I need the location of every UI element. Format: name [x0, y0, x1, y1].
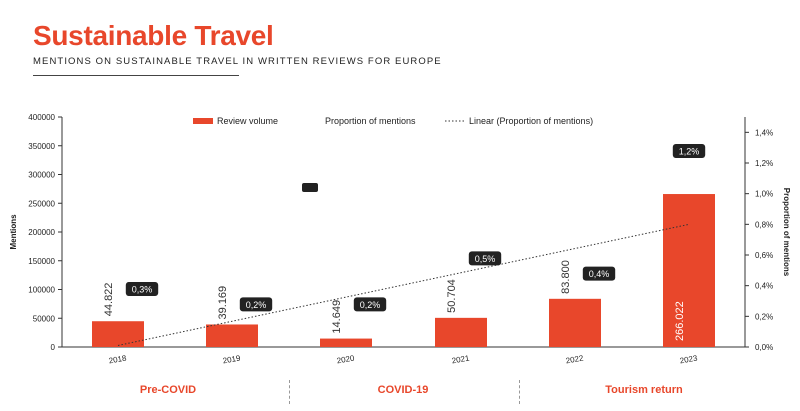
y-tick-label: 200000 — [28, 228, 55, 237]
bar-value-label: 83.800 — [560, 260, 572, 294]
y2-tick-label: 1,2% — [755, 159, 773, 168]
x-tick-label: 2019 — [222, 353, 242, 365]
bar-2023 — [663, 194, 715, 347]
proportion-label: 1,2% — [679, 147, 700, 157]
y-tick-label: 400000 — [28, 113, 55, 122]
bar-value-label: 39.169 — [217, 286, 229, 320]
proportion-label: 0,3% — [132, 285, 153, 295]
proportion-marker-2018 — [125, 282, 159, 296]
proportion-marker-2022 — [582, 266, 616, 281]
stray-marker — [302, 183, 318, 192]
y2-tick-label: 0,8% — [755, 220, 773, 229]
y2-tick-label: 1,4% — [755, 128, 773, 137]
y-tick-label: 350000 — [28, 142, 55, 151]
proportion-label: 0,5% — [475, 254, 496, 264]
y-tick-label: 100000 — [28, 286, 55, 295]
x-tick-label: 2020 — [336, 353, 356, 365]
proportion-marker-2019 — [239, 297, 273, 312]
bar-2018 — [92, 321, 144, 347]
proportion-label: 0,2% — [360, 300, 381, 310]
bar-value-label: 266.022 — [674, 301, 686, 341]
bar-2021 — [435, 317, 487, 347]
proportion-label: 0,2% — [246, 300, 267, 310]
y2-tick-label: 0,4% — [755, 282, 773, 291]
y-tick-label: 300000 — [28, 171, 55, 180]
y-tick-label: 0 — [51, 343, 56, 352]
y-tick-label: 50000 — [33, 314, 56, 323]
trendline — [117, 223, 690, 346]
bar-value-label: 50.704 — [446, 279, 458, 313]
bar-2022 — [549, 298, 601, 347]
x-tick-label: 2023 — [679, 353, 699, 365]
proportion-marker-2020 — [353, 297, 387, 312]
title-underline — [33, 75, 239, 76]
bar-2020 — [320, 338, 372, 347]
legend-swatch-review-volume — [193, 118, 213, 124]
x-tick-label: 2021 — [451, 353, 471, 365]
bar-value-label: 14.649 — [331, 300, 343, 334]
proportion-label: 0,4% — [589, 269, 610, 279]
page-subtitle: MENTIONS ON SUSTAINABLE TRAVEL IN WRITTE… — [33, 56, 442, 67]
page-title: Sustainable Travel — [33, 20, 274, 51]
y2-tick-label: 1,0% — [755, 190, 773, 199]
phase-separator — [289, 380, 290, 404]
y-axis-title: Mentions — [9, 214, 18, 250]
legend-label-review-volume: Review volume — [217, 116, 278, 126]
y2-tick-label: 0,2% — [755, 312, 773, 321]
y2-tick-label: 0,6% — [755, 251, 773, 260]
y2-axis-title: Proportion of mentions — [782, 188, 791, 277]
phase-label-tourism-return: Tourism return — [605, 384, 683, 396]
phase-label-covid: COVID-19 — [377, 384, 429, 396]
phase-separator — [519, 380, 520, 404]
bar-value-label: 44.822 — [103, 283, 115, 317]
proportion-marker-2023 — [672, 144, 706, 158]
legend-label-proportion: Proportion of mentions — [325, 116, 416, 126]
proportion-marker-2021 — [468, 251, 502, 266]
phase-label-pre-covid: Pre-COVID — [139, 384, 197, 396]
y2-tick-label: 0,0% — [755, 343, 773, 352]
x-tick-label: 2022 — [565, 353, 585, 365]
y-tick-label: 250000 — [28, 199, 55, 208]
x-tick-label: 2018 — [108, 353, 128, 365]
y-tick-label: 150000 — [28, 257, 55, 266]
legend-label-linear: Linear (Proportion of mentions) — [469, 116, 593, 126]
bar-2019 — [206, 324, 258, 347]
